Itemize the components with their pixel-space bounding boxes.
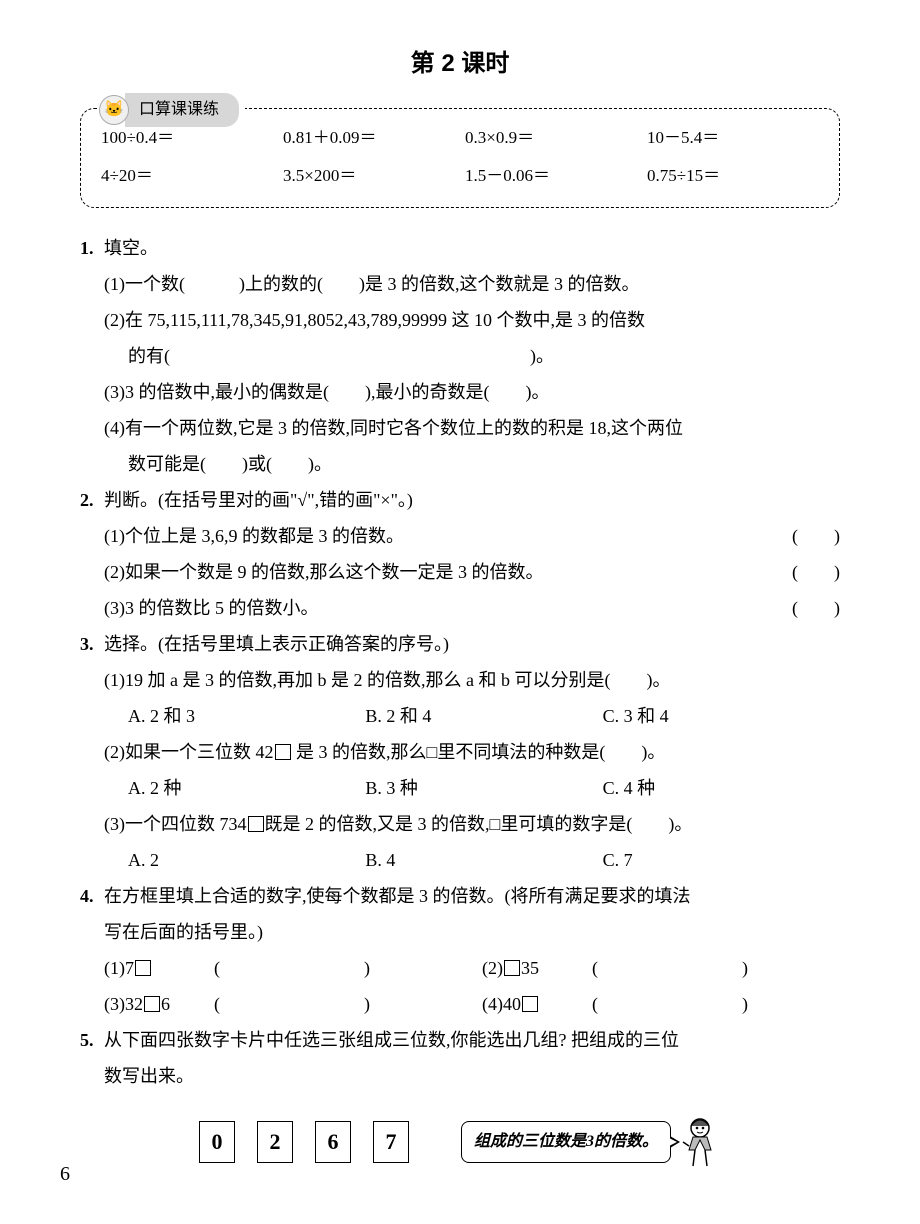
q1-2b: 的有( )。	[80, 338, 840, 374]
q4-2-post: 35	[521, 958, 539, 978]
q3-2-pre: (2)如果一个三位数 42	[104, 742, 274, 762]
q4-2-paren: ( )	[592, 950, 840, 986]
q-stem-a: 在方框里填上合适的数字,使每个数都是 3 的倍数。(将所有满足要求的填法	[104, 878, 840, 914]
option-c: C. 4 种	[603, 770, 840, 806]
square-blank-icon	[248, 816, 264, 832]
q4-2-pre: (2)	[482, 958, 503, 978]
option-c: C. 3 和 4	[603, 698, 840, 734]
square-blank-icon	[504, 960, 520, 976]
option-a: A. 2	[128, 842, 365, 878]
cat-icon: 🐱	[99, 95, 129, 125]
q1-3: (3)3 的倍数中,最小的偶数是( ),最小的奇数是( )。	[80, 374, 840, 410]
q2-1: (1)个位上是 3,6,9 的数都是 3 的倍数。 ( )	[80, 518, 840, 554]
square-blank-icon	[275, 744, 291, 760]
q5-stem-a: 从下面四张数字卡片中任选三张组成三位数,你能选出几组? 把组成的三位	[104, 1022, 840, 1058]
card-row: 0 2 6 7 组成的三位数是3的倍数。	[80, 1116, 840, 1168]
q5: 5. 从下面四张数字卡片中任选三张组成三位数,你能选出几组? 把组成的三位	[80, 1022, 840, 1058]
q4-1-pre: (1)7	[104, 958, 134, 978]
tf-paren: ( )	[792, 518, 840, 554]
calc-item: 3.5×200＝	[283, 159, 455, 193]
q1-1: (1)一个数( )上的数的( )是 3 的倍数,这个数就是 3 的倍数。	[80, 266, 840, 302]
calc-item: 1.5－0.06＝	[465, 159, 637, 193]
q-stem: 选择。(在括号里填上表示正确答案的序号。)	[104, 626, 840, 662]
calc-item: 10－5.4＝	[647, 121, 819, 155]
q1: 1. 填空。	[80, 230, 840, 266]
calc-item: 0.75÷15＝	[647, 159, 819, 193]
square-blank-icon	[144, 996, 160, 1012]
speech-bubble-wrap: 组成的三位数是3的倍数。	[461, 1116, 721, 1168]
option-b: B. 4	[365, 842, 602, 878]
calc-item: 0.3×0.9＝	[465, 121, 637, 155]
q4-item-3: (3)32 6 ( )	[104, 986, 462, 1022]
person-icon	[679, 1116, 721, 1168]
q3-2: (2)如果一个三位数 42 是 3 的倍数,那么□里不同填法的种数是( )。	[80, 734, 840, 770]
option-c: C. 7	[603, 842, 840, 878]
q4-4-paren: ( )	[592, 986, 840, 1022]
calc-item: 0.81＋0.09＝	[283, 121, 455, 155]
q4-3-paren: ( )	[214, 986, 462, 1022]
digit-card: 6	[315, 1121, 351, 1163]
q-number: 2.	[80, 482, 104, 518]
q4-item-2: (2) 35 ( )	[482, 950, 840, 986]
q4-3-post: 6	[161, 994, 170, 1014]
q3-3-post: 既是 2 的倍数,又是 3 的倍数,□里可填的数字是( )。	[265, 814, 693, 834]
q1-4a: (4)有一个两位数,它是 3 的倍数,同时它各个数位上的数的积是 18,这个两位	[80, 410, 840, 446]
tf-text: (3)3 的倍数比 5 的倍数小。	[104, 590, 792, 626]
q-number: 5.	[80, 1022, 104, 1058]
lesson-title: 第 2 课时	[80, 40, 840, 88]
option-b: B. 2 和 4	[365, 698, 602, 734]
q-number: 3.	[80, 626, 104, 662]
tf-paren: ( )	[792, 554, 840, 590]
square-blank-icon	[135, 960, 151, 976]
q3-3-options: A. 2 B. 4 C. 7	[80, 842, 840, 878]
square-blank-icon	[522, 996, 538, 1012]
q1-4b: 数可能是( )或( )。	[80, 446, 840, 482]
q3-1: (1)19 加 a 是 3 的倍数,再加 b 是 2 的倍数,那么 a 和 b …	[80, 662, 840, 698]
practice-header: 🐱 口算课课练	[99, 93, 245, 127]
q3: 3. 选择。(在括号里填上表示正确答案的序号。)	[80, 626, 840, 662]
q1-2a: (2)在 75,115,111,78,345,91,8052,43,789,99…	[80, 302, 840, 338]
q4-stem-b: 写在后面的括号里。)	[80, 914, 840, 950]
digit-card: 2	[257, 1121, 293, 1163]
q4-grid: (1)7 ( ) (2) 35 ( ) (3)32 6 ( ) (4)40 ( )	[80, 950, 840, 1022]
q-number: 1.	[80, 230, 104, 266]
tf-text: (1)个位上是 3,6,9 的数都是 3 的倍数。	[104, 518, 792, 554]
q4: 4. 在方框里填上合适的数字,使每个数都是 3 的倍数。(将所有满足要求的填法	[80, 878, 840, 914]
q-stem: 填空。	[104, 230, 840, 266]
q4-1-paren: ( )	[214, 950, 462, 986]
calc-grid: 100÷0.4＝ 0.81＋0.09＝ 0.3×0.9＝ 10－5.4＝ 4÷2…	[101, 121, 819, 193]
q2-3: (3)3 的倍数比 5 的倍数小。 ( )	[80, 590, 840, 626]
q4-3-pre: (3)32	[104, 994, 143, 1014]
q4-4-pre: (4)40	[482, 994, 521, 1014]
option-a: A. 2 种	[128, 770, 365, 806]
q4-item-4: (4)40 ( )	[482, 986, 840, 1022]
digit-card: 0	[199, 1121, 235, 1163]
q3-2-options: A. 2 种 B. 3 种 C. 4 种	[80, 770, 840, 806]
q2: 2. 判断。(在括号里对的画"√",错的画"×"。)	[80, 482, 840, 518]
q3-1-options: A. 2 和 3 B. 2 和 4 C. 3 和 4	[80, 698, 840, 734]
tf-paren: ( )	[792, 590, 840, 626]
speech-bubble: 组成的三位数是3的倍数。	[461, 1121, 671, 1163]
mental-math-box: 🐱 口算课课练 100÷0.4＝ 0.81＋0.09＝ 0.3×0.9＝ 10－…	[80, 108, 840, 208]
calc-item: 4÷20＝	[101, 159, 273, 193]
page-number: 6	[60, 1154, 70, 1194]
q2-2: (2)如果一个数是 9 的倍数,那么这个数一定是 3 的倍数。 ( )	[80, 554, 840, 590]
option-a: A. 2 和 3	[128, 698, 365, 734]
option-b: B. 3 种	[365, 770, 602, 806]
tf-text: (2)如果一个数是 9 的倍数,那么这个数一定是 3 的倍数。	[104, 554, 792, 590]
q-number: 4.	[80, 878, 104, 914]
q3-3-pre: (3)一个四位数 734	[104, 814, 247, 834]
q3-3: (3)一个四位数 734 既是 2 的倍数,又是 3 的倍数,□里可填的数字是( …	[80, 806, 840, 842]
digit-card: 7	[373, 1121, 409, 1163]
practice-label: 口算课课练	[125, 93, 239, 127]
q4-item-1: (1)7 ( )	[104, 950, 462, 986]
q5-stem-b: 数写出来。	[80, 1058, 840, 1094]
q3-2-post: 是 3 的倍数,那么□里不同填法的种数是( )。	[292, 742, 666, 762]
q-stem: 判断。(在括号里对的画"√",错的画"×"。)	[104, 482, 840, 518]
